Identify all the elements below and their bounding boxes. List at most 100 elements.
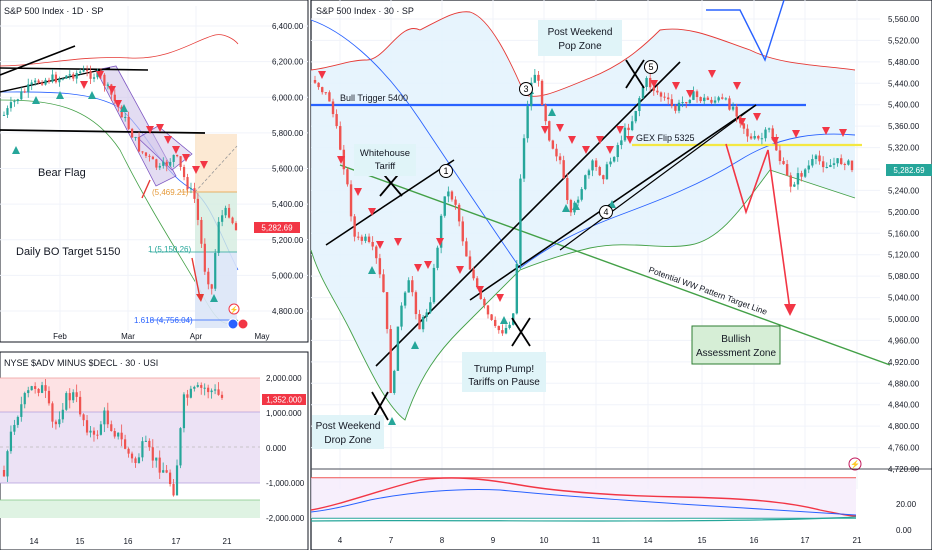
trump-pump-callout <box>462 352 546 392</box>
breadth-candle-body <box>51 403 54 422</box>
breadth-candle-body <box>189 388 192 398</box>
breadth-candle-body <box>134 458 137 463</box>
flag-icon[interactable] <box>227 318 239 330</box>
daily-candle-body <box>58 79 61 83</box>
intraday-price-axis-tick: 5,520.00 <box>888 36 920 45</box>
intraday-candle-body <box>746 128 749 137</box>
post-weekend-drop-line-1: Post Weekend <box>316 421 381 432</box>
daily-candle-body <box>182 167 186 178</box>
breadth-candle-body <box>106 410 109 425</box>
daily-bo-target-label: Daily BO Target 5150 <box>16 246 120 258</box>
breadth-candle-body <box>54 421 58 425</box>
intraday-candle-body <box>771 128 774 140</box>
buy-signal-marker <box>388 417 396 425</box>
daily-candle-body <box>96 70 99 78</box>
intraday-price-axis-tick: 5,040.00 <box>888 294 920 303</box>
daily-price-axis-tick: 5,000.00 <box>272 271 304 280</box>
intraday-candle-body <box>674 105 677 111</box>
breadth-time-axis: 14 15 16 17 21 <box>30 537 232 546</box>
intraday-candle-body <box>695 91 699 98</box>
lightning-icon-glyph: ⚡ <box>230 305 239 314</box>
intraday-candle-body <box>468 256 472 270</box>
breadth-candle-body <box>127 448 130 454</box>
breadth-candle-body <box>213 389 217 391</box>
buy-signal-marker <box>500 316 508 324</box>
intraday-candle-body <box>533 74 537 83</box>
buy-signal-marker <box>12 146 20 154</box>
daily-candle-body <box>186 177 189 190</box>
breadth-candle-body <box>144 440 147 442</box>
intraday-candle-body <box>321 87 324 93</box>
intraday-chart-panel: 12345 Whitehouse Tariff Post Weekend Pop… <box>310 0 932 550</box>
intraday-candle-body <box>645 77 648 87</box>
intraday-candle-body <box>598 166 601 176</box>
breadth-value-axis: 2,000.000 1,000.000 0.000 -1,000.000 -2,000.… <box>266 374 305 523</box>
intraday-candle-body <box>713 100 717 103</box>
sell-signal-marker <box>146 126 154 134</box>
daily-price-axis: 6,400.00 6,200.00 6,000.00 5,800.00 5,600.00… <box>272 22 304 316</box>
daily-candle-body <box>113 94 116 101</box>
bullish-assessment-callout <box>691 325 781 365</box>
breadth-value-tag <box>262 394 306 405</box>
intraday-time-axis-tick: 7 <box>389 536 394 545</box>
breadth-candle-body <box>141 441 144 458</box>
intraday-candle-body <box>796 173 800 185</box>
intraday-candle-body <box>385 292 389 330</box>
daily-candle-body <box>120 106 123 118</box>
daily-candle-body <box>169 161 172 166</box>
intraday-candle-body <box>782 161 785 165</box>
daily-candle-body <box>51 74 54 82</box>
daily-candle-body <box>30 82 33 85</box>
intraday-candle-body <box>450 191 454 200</box>
breadth-candle-body <box>137 457 141 463</box>
intraday-candle-body <box>850 160 854 171</box>
daily-candle-body <box>155 159 158 168</box>
intraday-candle-body <box>519 178 522 264</box>
breadth-candle-body <box>200 385 203 388</box>
daily-candle-body <box>20 91 23 100</box>
buy-signal-marker <box>548 108 556 116</box>
intraday-candle-body <box>839 158 843 164</box>
buy-signal-marker <box>210 294 218 302</box>
intraday-candle-body <box>465 241 468 257</box>
breadth-candle-body <box>13 424 16 432</box>
fib-1618-label: 1.618 (4,756.04) <box>134 316 193 325</box>
intraday-candle-body <box>393 370 396 394</box>
trump-pump-line-2: Tariffs on Pause <box>468 377 540 388</box>
daily-candle-body <box>37 80 40 83</box>
intraday-candle-body <box>483 298 486 306</box>
lightning-icon-intraday-glyph: ⚡ <box>850 459 860 469</box>
daily-candle-body <box>227 207 231 218</box>
lightning-icon[interactable] <box>228 303 240 315</box>
intraday-candle-body <box>630 121 634 131</box>
wave-label-text: 4 <box>603 207 608 217</box>
lightning-icon-intraday[interactable] <box>848 457 862 471</box>
daily-candle-body <box>44 79 47 85</box>
sell-signal-marker <box>164 136 172 144</box>
intraday-candle-body <box>764 129 767 139</box>
daily-time-axis-tick: Feb <box>53 332 67 341</box>
intraday-candle-body <box>375 246 378 259</box>
intraday-candle-body <box>494 319 497 326</box>
intraday-price-axis-tick: 4,840.00 <box>888 401 920 410</box>
daily-price-axis-tick: 5,200.00 <box>272 236 304 245</box>
breadth-candle-body <box>65 393 68 410</box>
flag-icon-2[interactable] <box>237 318 249 330</box>
breadth-time-axis-tick: 15 <box>76 537 85 546</box>
intraday-price-axis-tick: 5,400.00 <box>888 101 920 110</box>
wave-label-text: 5 <box>648 62 653 72</box>
post-weekend-pop-line-1: Post Weekend <box>548 27 613 38</box>
intraday-candle-body <box>490 314 493 320</box>
buy-signal-marker <box>562 204 570 212</box>
intraday-candle-body <box>652 87 655 91</box>
breadth-candle-body <box>148 440 151 448</box>
sell-signal-marker <box>476 286 484 294</box>
intraday-candle-body <box>612 157 616 162</box>
sell-signal-marker <box>616 126 624 134</box>
daily-candle-body <box>124 116 127 118</box>
intraday-time-axis-tick: 4 <box>338 536 343 545</box>
intraday-price-axis-tick: 5,440.00 <box>888 79 920 88</box>
breadth-candle-body <box>103 410 106 425</box>
breadth-candle-body <box>186 394 189 398</box>
intraday-candle-body <box>403 292 407 306</box>
